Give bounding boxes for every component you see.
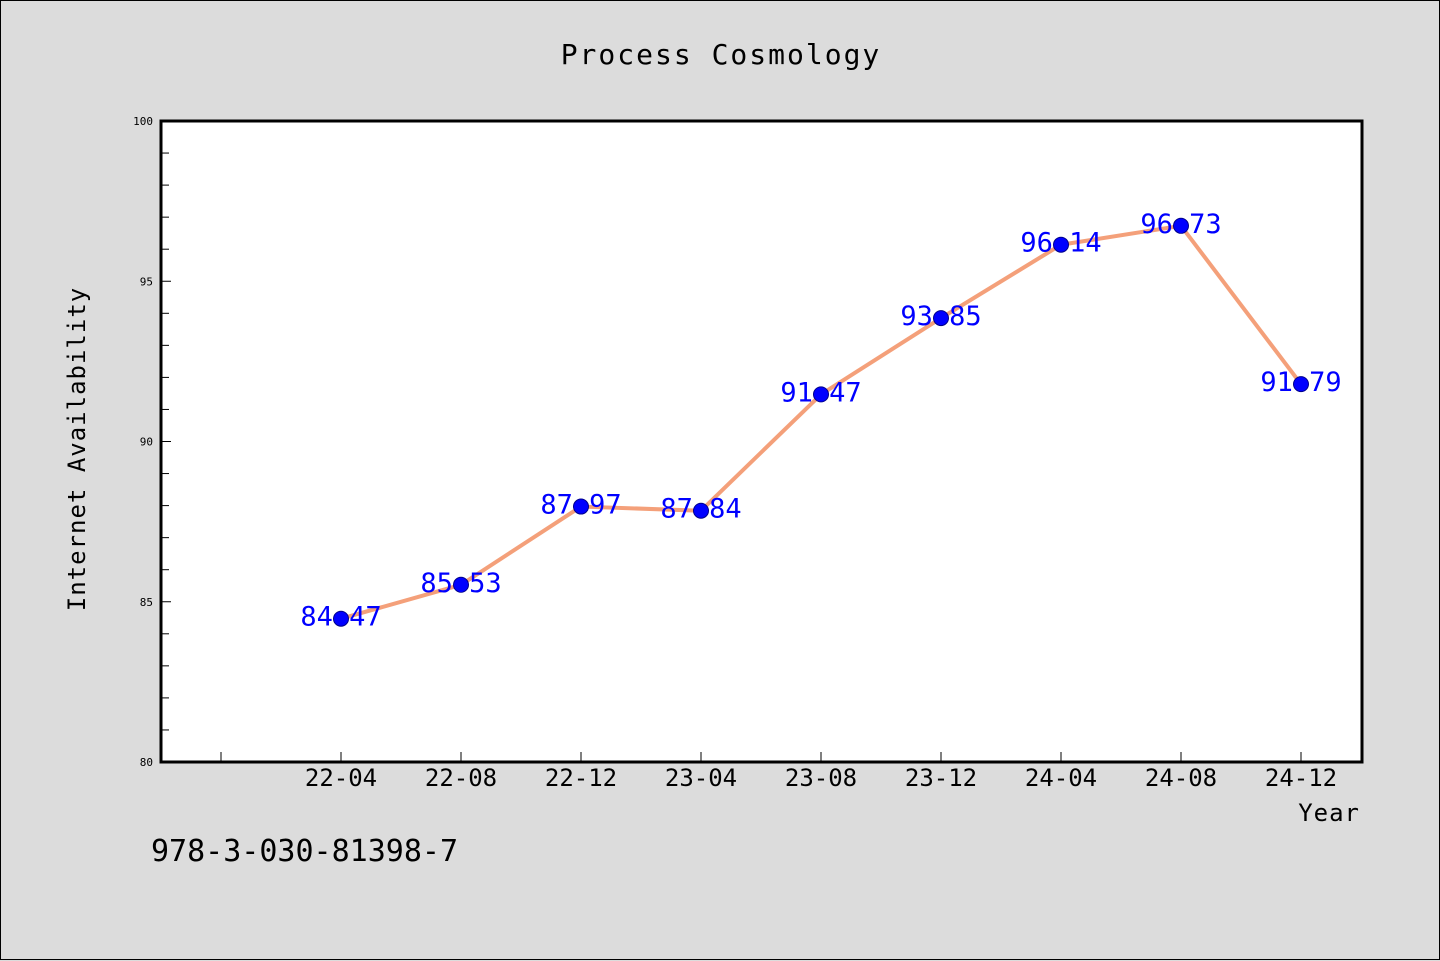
data-point xyxy=(1053,236,1069,253)
data-point xyxy=(813,386,829,403)
data-label: 85.53 xyxy=(420,568,501,599)
y-tick-label: 95 xyxy=(140,275,153,288)
y-axis: 80 85 90 95 100 xyxy=(133,115,171,769)
data-labels: 84.47 85.53 87.97 87.84 91.47 93.85 96.14 96.73… xyxy=(300,209,1341,633)
data-label: 91.47 xyxy=(780,377,861,408)
data-label: 96.73 xyxy=(1140,209,1221,240)
footnote-isbn: 978-3-030-81398-7 xyxy=(151,834,459,869)
data-point xyxy=(573,498,589,515)
data-label: 96.14 xyxy=(1020,228,1101,259)
x-tick-label: 23-12 xyxy=(905,764,977,792)
data-label: 93.85 xyxy=(900,301,981,332)
y-tick-label: 90 xyxy=(140,436,153,449)
data-point xyxy=(1173,217,1189,234)
y-tick-label: 85 xyxy=(140,596,153,609)
data-point xyxy=(333,610,349,627)
x-tick-label: 23-04 xyxy=(665,764,737,792)
y-axis-label: Internet Availability xyxy=(63,287,91,611)
x-axis-label: Year xyxy=(1298,799,1360,827)
x-tick-label: 24-12 xyxy=(1265,764,1337,792)
x-tick-label: 24-08 xyxy=(1145,764,1217,792)
x-tick-label: 23-08 xyxy=(785,764,857,792)
data-label: 87.84 xyxy=(660,494,741,525)
x-tick-label: 22-12 xyxy=(545,764,617,792)
data-point xyxy=(1293,376,1309,393)
x-tick-label: 24-04 xyxy=(1025,764,1097,792)
data-points xyxy=(333,217,1309,627)
data-point xyxy=(453,576,469,593)
x-tick-label: 22-08 xyxy=(425,764,497,792)
x-tick-label: 22-04 xyxy=(305,764,377,792)
y-tick-label: 80 xyxy=(140,756,153,769)
data-label: 84.47 xyxy=(300,602,381,633)
data-label: 91.79 xyxy=(1260,367,1341,398)
chart-title: Process Cosmology xyxy=(561,38,882,71)
data-point xyxy=(693,502,709,519)
x-axis: 22-04 22-08 22-12 23-04 23-08 23-12 24-04 24-08… xyxy=(220,752,1337,792)
data-point xyxy=(933,310,949,327)
y-tick-label: 100 xyxy=(133,115,153,128)
data-label: 87.97 xyxy=(540,490,621,521)
